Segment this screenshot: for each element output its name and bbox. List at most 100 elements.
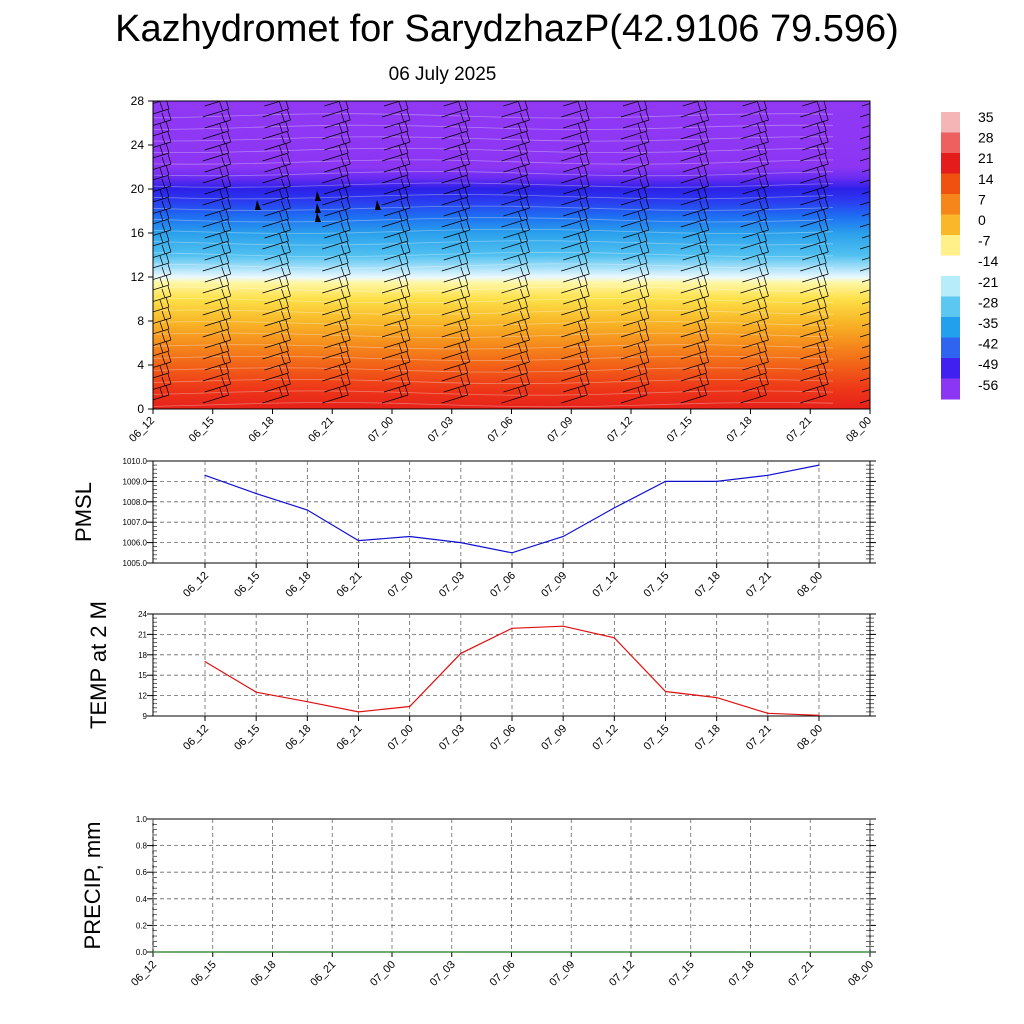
- wind-barb: [561, 318, 588, 338]
- temp-data-point: [511, 627, 513, 629]
- wind-barb: [859, 333, 870, 338]
- wind-barb: [563, 109, 590, 129]
- wind-barb: [563, 263, 590, 283]
- wind-flag: [315, 203, 321, 213]
- contour-line: [153, 147, 834, 153]
- wind-barb: [153, 307, 172, 324]
- colorbar-segment: [941, 132, 960, 154]
- precip-data-point: [391, 951, 393, 953]
- wind-barb: [204, 307, 232, 327]
- wind-barb: [861, 103, 870, 107]
- wind-barb: [742, 241, 769, 261]
- wind-barb: [204, 109, 232, 129]
- wind-barb: [264, 131, 291, 151]
- wind-barb: [501, 252, 528, 272]
- wind-barb: [383, 101, 402, 107]
- wind-barb: [262, 340, 289, 360]
- wind-barb: [682, 241, 710, 261]
- wind-barb: [503, 285, 530, 305]
- wind-barb: [740, 384, 767, 404]
- y-tick-label: 15: [138, 671, 147, 680]
- wind-barb: [682, 197, 710, 217]
- wind-barb: [802, 263, 829, 283]
- wind-barb: [563, 153, 590, 173]
- wind-barb: [501, 340, 528, 360]
- wind-barb: [443, 175, 471, 195]
- wind-barb: [800, 186, 827, 206]
- x-tick-label: 07_15: [665, 415, 695, 445]
- x-tick-label: 07_03: [428, 959, 458, 989]
- wind-barb: [802, 219, 829, 239]
- wind-barb: [861, 169, 870, 173]
- wind-barb: [153, 164, 170, 181]
- wind-barb: [682, 285, 710, 305]
- wind-barb: [153, 186, 170, 203]
- colorbar-segment: [941, 194, 960, 215]
- wind-barb: [563, 307, 590, 327]
- y-tick-label: 21: [138, 630, 147, 639]
- precip-data-point: [690, 951, 692, 953]
- wind-barb: [153, 101, 163, 104]
- wind-barb: [802, 109, 829, 129]
- wind-barb: [680, 384, 708, 404]
- colorbar-label: -35: [978, 315, 998, 331]
- wind-barb: [563, 373, 590, 393]
- colorbar: 35 28 21 14 7 0 -7 -14 -21 -28 -35 -42 -49 -56: [941, 109, 998, 400]
- y-tick-label: 1.0: [136, 815, 148, 824]
- wind-barb: [202, 101, 230, 118]
- wind-barb: [204, 197, 232, 217]
- wind-barb: [381, 142, 409, 162]
- wind-barb: [620, 164, 648, 184]
- y-tick-label: 20: [131, 182, 145, 196]
- x-tick-label: 07_00: [386, 570, 416, 600]
- wind-barb: [153, 241, 172, 258]
- wind-barb: [802, 131, 829, 151]
- wind-barb: [802, 285, 829, 305]
- wind-barb: [561, 362, 588, 382]
- wind-barb: [264, 307, 291, 327]
- wind-barb: [622, 131, 650, 151]
- wind-barb: [441, 230, 469, 250]
- wind-barb: [264, 109, 291, 129]
- wind-barb: [381, 230, 409, 250]
- x-tick-label: 07_06: [488, 723, 518, 753]
- wind-barb: [443, 307, 471, 327]
- temp-data-point: [306, 701, 308, 703]
- contour-line: [153, 228, 834, 234]
- wind-barb: [859, 201, 870, 206]
- wind-barb: [441, 164, 469, 184]
- pmsl-axis-title: PMSL: [71, 482, 96, 542]
- colorbar-segment: [941, 255, 960, 277]
- wind-barb: [682, 373, 710, 393]
- y-tick-label: 24: [131, 138, 145, 152]
- wind-barb: [322, 208, 349, 228]
- colorbar-label: -7: [978, 233, 991, 249]
- wind-barb: [202, 252, 230, 272]
- y-tick-label: 1007.0: [123, 518, 148, 527]
- wind-barb: [861, 389, 870, 393]
- y-tick-label: 4: [137, 358, 144, 372]
- wind-barb: [204, 329, 232, 349]
- x-tick-label: 06_15: [232, 570, 262, 600]
- wind-barb: [441, 274, 469, 294]
- contour-line: [153, 367, 834, 373]
- wind-barb: [324, 109, 351, 129]
- contour-line: [153, 251, 834, 258]
- x-tick-label: 07_21: [784, 415, 814, 445]
- wind-barb: [443, 197, 471, 217]
- wind-barb: [561, 186, 588, 206]
- contour-line: [153, 355, 834, 362]
- x-tick-label: 06_21: [306, 415, 336, 445]
- wind-barb: [383, 285, 411, 305]
- wind-barb: [620, 384, 648, 404]
- temp-data-point: [818, 714, 820, 716]
- wind-barb: [322, 120, 349, 140]
- wind-barb: [262, 252, 289, 272]
- temp-data-point: [613, 637, 615, 639]
- wind-barb: [680, 120, 708, 140]
- wind-barb: [859, 223, 870, 228]
- wind-barb: [153, 131, 172, 148]
- temp-data-point: [716, 697, 718, 699]
- wind-barb: [202, 142, 230, 162]
- wind-barb: [441, 362, 469, 382]
